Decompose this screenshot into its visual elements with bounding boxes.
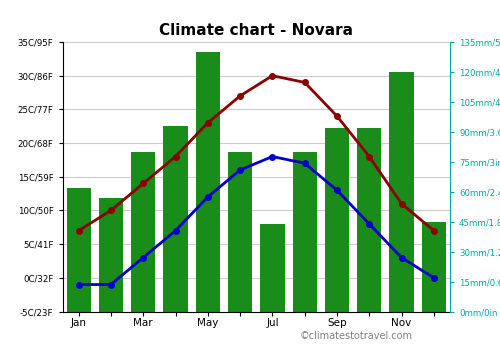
Bar — [422, 222, 446, 312]
Bar — [325, 128, 349, 312]
Bar — [228, 152, 252, 312]
Text: ©climatestotravel.com: ©climatestotravel.com — [300, 331, 413, 341]
Title: Climate chart - Novara: Climate chart - Novara — [159, 23, 353, 38]
Bar — [260, 224, 284, 312]
Bar — [357, 128, 382, 312]
Bar — [390, 72, 413, 312]
Bar — [131, 152, 156, 312]
Bar — [196, 52, 220, 312]
Bar — [66, 188, 91, 312]
Bar — [292, 152, 317, 312]
Bar — [99, 198, 123, 312]
Bar — [164, 126, 188, 312]
